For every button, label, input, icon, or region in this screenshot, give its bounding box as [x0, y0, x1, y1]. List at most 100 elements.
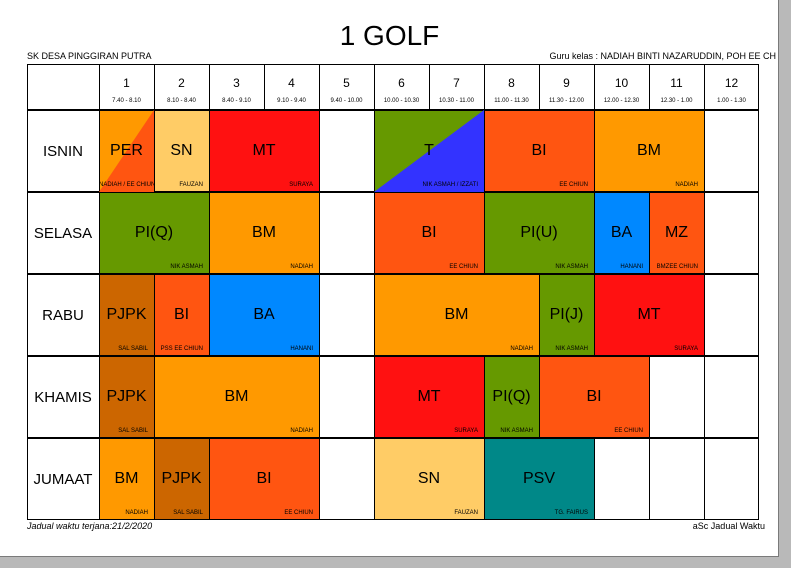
- period-number: 4: [288, 76, 295, 90]
- lesson-block[interactable]: BI EE CHIUN: [374, 192, 484, 274]
- lesson-block[interactable]: PI(J) NIK ASMAH: [539, 274, 594, 356]
- grid-line: [704, 192, 705, 274]
- grid-line: [154, 274, 155, 356]
- grid-line: [704, 356, 705, 438]
- grid-line: [209, 64, 210, 110]
- lesson-teacher: SAL SABIL: [118, 428, 148, 434]
- lesson-teacher: BMZEE CHIUN: [656, 264, 698, 270]
- grid-line: [649, 192, 650, 274]
- lesson-teacher: NADIAH: [675, 182, 698, 188]
- lesson-subject: BI: [531, 142, 547, 159]
- lesson-subject: MT: [252, 142, 276, 159]
- day-label: SELASA: [33, 224, 93, 242]
- grid-line: [539, 356, 540, 438]
- period-time: 11.00 - 11.30: [494, 98, 529, 104]
- lesson-block[interactable]: MZ BMZEE CHIUN: [649, 192, 704, 274]
- lesson-subject: PJPK: [161, 470, 202, 487]
- lesson-block[interactable]: BI PSS EE CHIUN: [154, 274, 209, 356]
- grid-line: [704, 64, 705, 110]
- lesson-block[interactable]: BM NADIAH: [209, 192, 319, 274]
- lesson-block[interactable]: BA HANANI: [209, 274, 319, 356]
- period-time: 10.00 - 10.30: [383, 98, 420, 104]
- lesson-block[interactable]: PER NADIAH / EE CHIUN: [99, 110, 154, 192]
- period-time: 7.40 - 8.10: [112, 98, 141, 104]
- lesson-block[interactable]: SN FAUZAN: [154, 110, 209, 192]
- lesson-subject: BI: [421, 224, 437, 241]
- period-header: 8 11.00 - 11.30: [484, 64, 539, 110]
- lesson-subject: BM: [444, 306, 469, 323]
- grid-line: [319, 110, 320, 192]
- lesson-block[interactable]: BM NADIAH: [154, 356, 319, 438]
- grid-line: [484, 192, 485, 274]
- lesson-block[interactable]: MT SURAYA: [209, 110, 319, 192]
- grid-line: [319, 64, 320, 110]
- lesson-block[interactable]: PSV TG. FAIRUS: [484, 438, 594, 520]
- page-frame-line-bottom: [0, 556, 779, 557]
- lesson-block[interactable]: BM NADIAH: [594, 110, 704, 192]
- period-header: 10 12.00 - 12.30: [594, 64, 649, 110]
- lesson-block[interactable]: BI EE CHIUN: [484, 110, 594, 192]
- lesson-block[interactable]: PJPK SAL SABIL: [154, 438, 209, 520]
- grid-line: [319, 274, 320, 356]
- lesson-block[interactable]: BM NADIAH: [99, 438, 154, 520]
- lesson-block[interactable]: PI(Q) NIK ASMAH: [99, 192, 209, 274]
- grid-line: [27, 519, 759, 520]
- lesson-teacher: HANANI: [290, 346, 313, 352]
- grid-line: [209, 438, 210, 520]
- grid-line: [594, 274, 595, 356]
- lesson-teacher: SURAYA: [289, 182, 313, 188]
- generated-date: Jadual waktu terjana:21/2/2020: [27, 521, 153, 531]
- lesson-block[interactable]: BA HANANI: [594, 192, 649, 274]
- lesson-block[interactable]: SN FAUZAN: [374, 438, 484, 520]
- lesson-teacher: EE CHIUN: [284, 510, 313, 516]
- lesson-block[interactable]: MT SURAYA: [374, 356, 484, 438]
- lesson-teacher: SAL SABIL: [118, 346, 148, 352]
- grid-line: [374, 110, 375, 192]
- lesson-subject: BM: [252, 224, 276, 241]
- lesson-teacher: NADIAH: [510, 346, 533, 352]
- grid-line: [264, 64, 265, 110]
- split-color-triangle: [374, 110, 484, 192]
- lesson-block[interactable]: MT SURAYA: [594, 274, 704, 356]
- lesson-block[interactable]: T NIK ASMAH / IZZATI: [374, 110, 484, 192]
- period-number: 2: [178, 76, 185, 90]
- period-time: 9.10 - 9.40: [277, 98, 306, 104]
- lesson-teacher: NIK ASMAH: [555, 264, 588, 270]
- lesson-subject: T: [424, 142, 434, 159]
- day-label: RABU: [42, 306, 84, 324]
- lesson-block[interactable]: BI EE CHIUN: [539, 356, 649, 438]
- period-number: 1: [123, 76, 130, 90]
- period-time: 11.30 - 12.00: [549, 98, 584, 104]
- grid-line: [27, 109, 759, 111]
- grid-line: [209, 110, 210, 192]
- lesson-block[interactable]: BM NADIAH: [374, 274, 539, 356]
- grid-line: [27, 64, 759, 65]
- lesson-subject: SN: [417, 470, 441, 487]
- lesson-teacher: NADIAH: [290, 264, 313, 270]
- grid-line: [704, 438, 705, 520]
- lesson-block[interactable]: PJPK SAL SABIL: [99, 356, 154, 438]
- lesson-block[interactable]: PJPK SAL SABIL: [99, 274, 154, 356]
- lesson-block[interactable]: BI EE CHIUN: [209, 438, 319, 520]
- lesson-teacher: NIK ASMAH: [170, 264, 203, 270]
- period-number: 11: [670, 76, 683, 90]
- class-teacher: Guru kelas : NADIAH BINTI NAZARUDDIN, PO…: [549, 51, 776, 61]
- grid-line: [594, 110, 595, 192]
- grid-line: [209, 274, 210, 356]
- lesson-block[interactable]: PI(Q) NIK ASMAH: [484, 356, 539, 438]
- period-number: 6: [398, 76, 405, 90]
- period-time: 9.40 - 10.00: [330, 98, 363, 104]
- grid-line: [704, 274, 705, 356]
- period-header: 9 11.30 - 12.00: [539, 64, 594, 110]
- lesson-teacher: TG. FAIRUS: [554, 510, 588, 516]
- grid-line: [27, 355, 759, 357]
- lesson-subject: PJPK: [106, 306, 147, 323]
- period-header: 5 9.40 - 10.00: [319, 64, 374, 110]
- lesson-subject: PI(Q): [134, 224, 174, 241]
- period-number: 10: [614, 76, 629, 90]
- lesson-subject: MZ: [664, 224, 689, 241]
- grid-line: [27, 191, 759, 193]
- page-frame-line-right: [778, 0, 779, 557]
- lesson-subject: BM: [224, 388, 249, 405]
- lesson-block[interactable]: PI(U) NIK ASMAH: [484, 192, 594, 274]
